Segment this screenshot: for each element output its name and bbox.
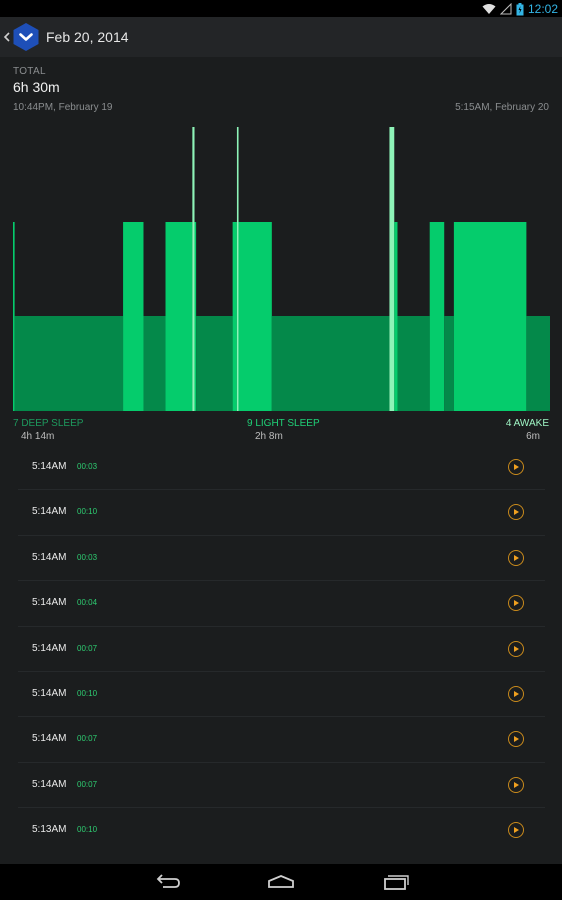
row-duration: 00:03 — [77, 462, 98, 471]
legend-awake-duration: 6m — [526, 431, 540, 442]
list-item[interactable]: 5:14AM 00:07 — [18, 717, 545, 763]
list-item[interactable]: 5:14AM 00:10 — [18, 490, 545, 536]
sleep-segment-light — [165, 222, 193, 411]
sleep-segment-light — [453, 222, 527, 411]
play-icon — [514, 736, 519, 743]
list-item[interactable]: 5:14AM 00:10 — [18, 672, 545, 718]
play-button[interactable] — [508, 685, 524, 702]
sleep-segment-light — [123, 222, 144, 411]
row-time: 5:14AM — [32, 551, 67, 563]
row-duration: 00:07 — [77, 643, 98, 653]
app-logo-icon[interactable] — [12, 22, 40, 52]
sleep-segment-light — [232, 222, 237, 411]
list-item[interactable]: 5:14AM 00:03 — [18, 445, 545, 491]
start-time: 10:44PM, February 19 — [13, 102, 113, 113]
row-duration: 00:03 — [77, 552, 98, 562]
battery-icon — [516, 2, 524, 15]
home-icon[interactable] — [267, 872, 295, 892]
list-item[interactable]: 5:14AM 00:07 — [18, 763, 545, 809]
list-item[interactable]: 5:14AM 00:04 — [18, 581, 545, 627]
row-duration: 00:07 — [77, 734, 98, 744]
signal-icon — [499, 3, 512, 15]
row-time: 5:14AM — [32, 506, 67, 518]
up-caret-icon[interactable] — [2, 28, 12, 46]
play-icon — [514, 464, 519, 470]
play-button[interactable] — [508, 776, 524, 793]
play-icon — [514, 509, 519, 516]
sleep-segment-awake — [236, 127, 239, 411]
total-label: TOTAL — [13, 66, 46, 77]
sleep-segment-deep — [271, 316, 390, 411]
nav-bar — [0, 864, 562, 900]
sleep-segment-deep — [444, 316, 454, 411]
sleep-segment-deep — [526, 316, 550, 411]
sleep-segment-light — [13, 222, 15, 411]
play-icon — [514, 827, 519, 834]
play-button[interactable] — [508, 504, 524, 521]
play-button[interactable] — [508, 640, 524, 657]
row-time: 5:14AM — [32, 778, 67, 790]
row-duration: 00:04 — [77, 598, 98, 608]
legend-light-sleep: 9 LIGHT SLEEP — [247, 418, 320, 429]
sleep-segment-deep — [143, 316, 166, 411]
sleep-chart — [13, 127, 550, 411]
row-duration: 00:10 — [77, 507, 98, 517]
play-button[interactable] — [508, 459, 524, 475]
row-duration: 00:10 — [77, 825, 98, 835]
sleep-segment-light — [238, 222, 272, 411]
sleep-segment-awake — [389, 127, 395, 411]
row-time: 5:13AM — [32, 824, 67, 836]
total-value: 6h 30m — [13, 79, 60, 95]
list-item[interactable]: 5:14AM 00:03 — [18, 536, 545, 582]
sleep-segment-light — [394, 222, 398, 411]
action-bar: Feb 20, 2014 — [0, 17, 562, 57]
sleep-segment-deep — [196, 316, 233, 411]
page-title: Feb 20, 2014 — [46, 29, 129, 45]
awake-list: 5:14AM 00:03 5:14AM 00:10 5:14AM 00:03 5… — [18, 445, 545, 854]
row-time: 5:14AM — [32, 642, 67, 654]
legend-light-duration: 2h 8m — [255, 431, 283, 442]
sleep-segment-deep — [14, 316, 124, 411]
play-button[interactable] — [508, 822, 524, 839]
list-item[interactable]: 5:14AM 00:07 — [18, 627, 545, 672]
end-time: 5:15AM, February 20 — [455, 102, 549, 113]
back-icon[interactable] — [153, 872, 181, 892]
row-duration: 00:07 — [77, 779, 98, 789]
row-time: 5:14AM — [32, 461, 67, 472]
status-bar: 12:02 — [0, 0, 562, 17]
row-time: 5:14AM — [32, 733, 67, 745]
recents-icon[interactable] — [382, 872, 410, 892]
legend-deep-sleep: 7 DEEP SLEEP — [13, 418, 84, 429]
sleep-segment-light — [429, 222, 445, 411]
play-icon — [514, 781, 519, 788]
play-button[interactable] — [508, 595, 524, 612]
play-icon — [514, 690, 519, 697]
row-time: 5:14AM — [32, 597, 67, 609]
play-icon — [514, 554, 519, 561]
play-button[interactable] — [508, 731, 524, 748]
list-item[interactable]: 5:13AM 00:10 — [18, 808, 545, 853]
legend-awake: 4 AWAKE — [505, 418, 549, 429]
sleep-segment-deep — [397, 316, 430, 411]
row-time: 5:14AM — [32, 687, 67, 699]
row-duration: 00:10 — [77, 688, 98, 698]
play-button[interactable] — [508, 549, 524, 566]
play-icon — [514, 600, 519, 607]
sleep-segment-light — [194, 222, 197, 411]
wifi-icon — [482, 4, 496, 14]
play-icon — [514, 645, 519, 652]
legend-deep-duration: 4h 14m — [21, 431, 55, 442]
sleep-segment-awake — [192, 127, 195, 411]
status-time: 12:02 — [527, 2, 558, 16]
